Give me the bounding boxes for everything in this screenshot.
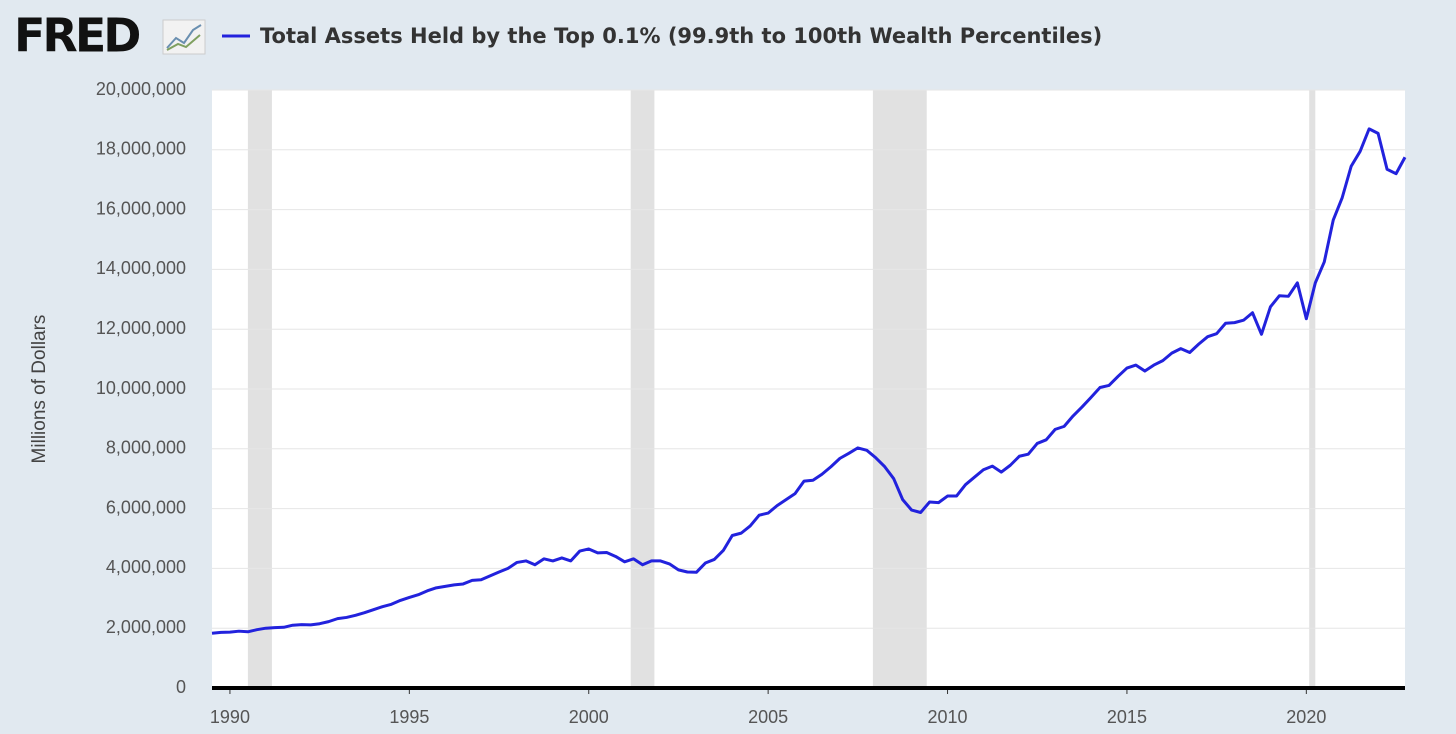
x-tick-label: 2020 [1286,707,1326,727]
y-tick-label: 2,000,000 [106,617,186,637]
y-tick-label: 8,000,000 [106,438,186,458]
y-tick-label: 14,000,000 [96,258,186,278]
x-tick-label: 1995 [389,707,429,727]
data-line [211,127,1407,635]
chart-title: Total Assets Held by the Top 0.1% (99.9t… [260,24,1102,48]
y-axis-label: Millions of Dollars [29,315,50,464]
x-tick-label: 2000 [569,707,609,727]
y-tick-label: 12,000,000 [96,318,186,338]
y-tick-label: 20,000,000 [96,79,186,99]
y-tick-label: 4,000,000 [106,557,186,577]
x-tick-label: 2005 [748,707,788,727]
y-tick-label: 16,000,000 [96,198,186,218]
logo[interactable]: FRED [14,9,142,63]
y-tick-label: 0 [176,677,186,697]
logo-icon [162,19,206,55]
y-tick-label: 10,000,000 [96,378,186,398]
x-tick-label: 1990 [210,707,250,727]
x-tick-label: 2015 [1107,707,1147,727]
y-tick-label: 18,000,000 [96,139,186,159]
y-tick-label: 6,000,000 [106,497,186,517]
x-tick-label: 2010 [928,707,968,727]
